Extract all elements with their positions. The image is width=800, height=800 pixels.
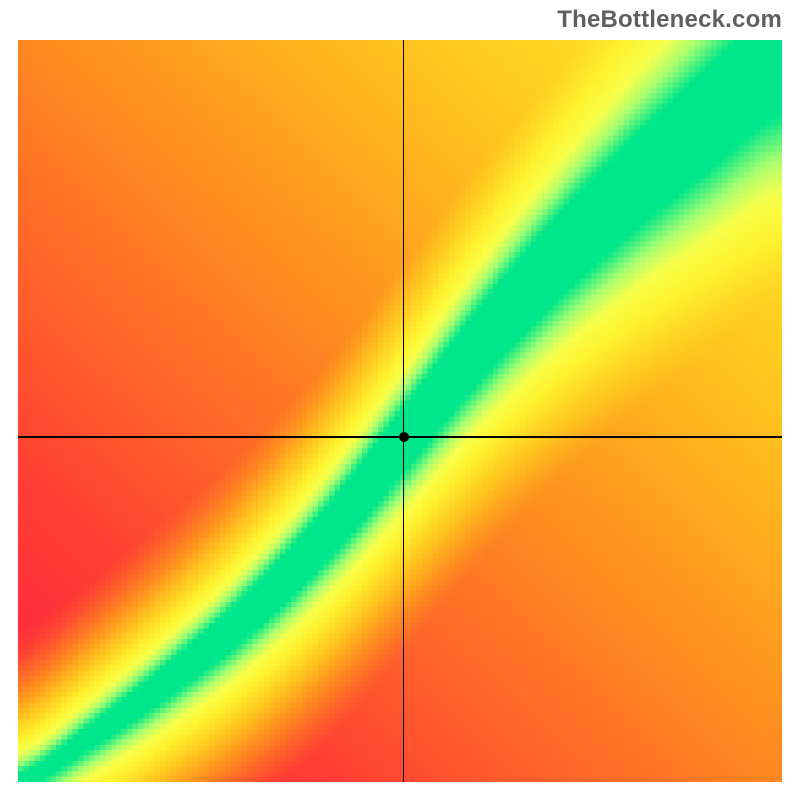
chart-container: { "watermark": { "text": "TheBottleneck.… [0,0,800,800]
bottleneck-heatmap [18,40,782,782]
watermark-text: TheBottleneck.com [557,6,782,34]
